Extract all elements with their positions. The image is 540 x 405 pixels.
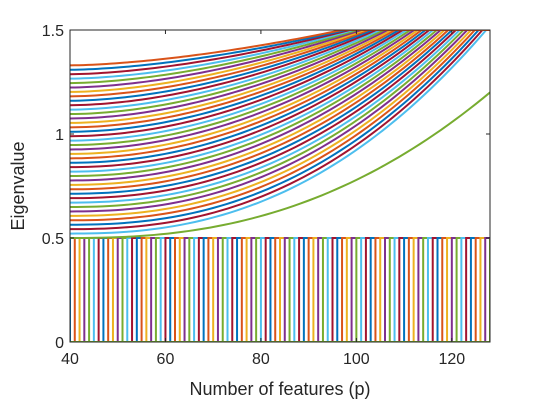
eigenvalue-curve-series: [70, 30, 490, 116]
eigenvalue-curve-series: [70, 30, 490, 120]
eigenvalue-curve-series: [70, 30, 490, 169]
eigenvalue-curve-series: [70, 30, 490, 85]
eigenvalue-curve-series: [70, 30, 490, 182]
eigenvalue-curve-series: [70, 30, 490, 133]
eigenvalue-curve-series: [70, 30, 490, 76]
eigenvalue-curve-series: [70, 30, 490, 178]
eigenvalue-curve-series: [70, 30, 490, 151]
eigenvalue-curve-series: [70, 30, 490, 111]
eigenvalue-curve-series: [70, 30, 490, 226]
x-tick-label: 80: [252, 351, 270, 368]
eigenvalue-curve-series: [70, 30, 490, 195]
eigenvalue-curve-series: [70, 30, 490, 142]
plot-area-frame: [69, 29, 491, 343]
eigenvalue-curve-series: [70, 30, 490, 129]
eigenvalue-curve-series: [70, 30, 490, 213]
eigenvalue-curve-series: [70, 30, 490, 231]
eigenvalue-curve-series: [70, 30, 490, 200]
eigenvalue-curve-series: [70, 30, 490, 71]
eigenvalue-curve-series: [70, 30, 490, 124]
eigenvalue-curve-series: [70, 30, 490, 173]
y-axis-label: Eigenvalue: [8, 141, 28, 230]
eigenvalue-curve-series: [70, 30, 490, 160]
x-tick-label: 60: [157, 351, 175, 368]
eigenvalue-curve-series: [70, 30, 490, 67]
series-layer: [70, 30, 490, 342]
y-tick-label: 1: [55, 127, 64, 144]
eigenvalue-curve-series: [70, 30, 490, 217]
eigenvalue-curve-series: [70, 30, 490, 209]
eigenvalue-curve-series: [70, 30, 490, 155]
tick-layer: 40 60 80 100 120 0 0.5 1 1.5: [42, 23, 490, 368]
eigenvalue-curve-series: [70, 30, 490, 186]
eigenvalue-curve-series: [70, 30, 490, 80]
x-tick-label: 120: [438, 351, 465, 368]
x-tick-label: 100: [343, 351, 370, 368]
y-tick-label: 1.5: [42, 23, 64, 40]
eigenvalue-curve-series: [70, 30, 490, 191]
eigenvalue-curve-series: [70, 30, 490, 107]
eigenvalue-curve-series: [70, 30, 490, 93]
x-axis-label: Number of features (p): [189, 379, 370, 399]
x-tick-label: 40: [61, 351, 79, 368]
eigenvalue-curve-series: [70, 30, 490, 222]
eigenvalue-curve-series: [70, 91, 490, 239]
eigenvalue-curve-series: [70, 30, 490, 204]
eigenvalue-curve-series: [70, 30, 490, 138]
eigenvalue-curve-series: [70, 30, 490, 89]
y-tick-label: 0.5: [42, 231, 64, 248]
eigenvalue-curve-series: [70, 30, 490, 98]
eigenvalue-curve-series: [70, 30, 490, 147]
eigenvalue-curve-series: [70, 30, 490, 102]
y-tick-label: 0: [55, 335, 64, 352]
eigenvalue-curve-series: [70, 30, 490, 235]
eigenvalue-curve-series: [70, 30, 490, 164]
